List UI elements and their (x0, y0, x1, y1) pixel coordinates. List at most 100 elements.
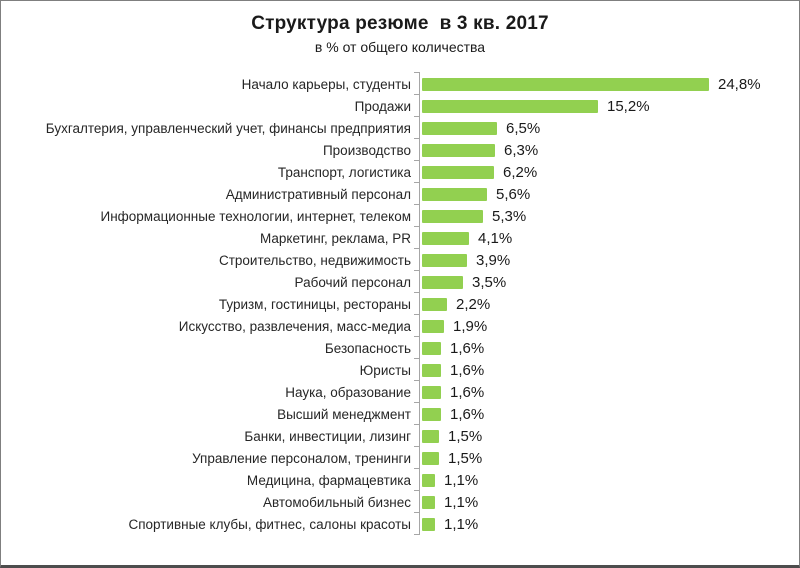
bar-row: Строительство, недвижимость 3,9% (1, 248, 799, 271)
value-label: 1,6% (450, 361, 485, 379)
bar (422, 319, 444, 333)
bar-track: 1,5% (414, 424, 799, 447)
bar-row: Высший менеджмент 1,6% (1, 402, 799, 425)
bar-row: Безопасность 1,6% (1, 336, 799, 359)
bar-track: 15,2% (414, 94, 799, 117)
value-label: 15,2% (607, 97, 650, 115)
bar (422, 275, 463, 289)
bar (422, 165, 494, 179)
bar-row: Информационные технологии, интернет, тел… (1, 204, 799, 227)
bar-row: Транспорт, логистика 6,2% (1, 160, 799, 183)
value-label: 6,5% (506, 119, 541, 137)
bar-track: 3,5% (414, 270, 799, 293)
bar-track: 5,3% (414, 204, 799, 227)
category-label: Безопасность (324, 340, 411, 356)
category-label: Продажи (354, 98, 411, 114)
bar-chart-plot-area: Начало карьеры, студенты 24,8% Продажи 1… (1, 72, 799, 535)
bar (422, 209, 483, 223)
value-label: 1,9% (453, 317, 488, 335)
bar (422, 407, 441, 421)
bar-row: Управление персоналом, тренинги 1,5% (1, 446, 799, 469)
value-label: 1,6% (450, 339, 485, 357)
category-label: Производство (322, 142, 411, 158)
bar-row: Юристы 1,6% (1, 358, 799, 381)
bar-track: 6,2% (414, 160, 799, 183)
bar (422, 429, 439, 443)
value-label: 2,2% (456, 295, 491, 313)
category-label: Наука, образование (285, 384, 411, 400)
value-label: 3,9% (476, 251, 511, 269)
bar-row: Продажи 15,2% (1, 94, 799, 117)
category-label: Информационные технологии, интернет, тел… (100, 208, 412, 224)
bar-row: Искусство, развлечения, масс-медиа 1,9% (1, 314, 799, 337)
bar-track: 6,3% (414, 138, 799, 161)
category-label: Автомобильный бизнес (262, 494, 411, 510)
bar-row: Бухгалтерия, управленческий учет, финанс… (1, 116, 799, 139)
value-label: 1,5% (448, 427, 483, 445)
value-label: 3,5% (472, 273, 507, 291)
bar (422, 473, 435, 487)
bar-track: 1,5% (414, 446, 799, 469)
value-label: 5,3% (492, 207, 527, 225)
category-label: Медицина, фармацевтика (246, 472, 411, 488)
bar-track: 5,6% (414, 182, 799, 205)
value-label: 5,6% (496, 185, 531, 203)
chart-title: Структура резюме в 3 кв. 2017 (251, 13, 549, 34)
bar-track: 1,1% (414, 512, 799, 535)
bar (422, 143, 495, 157)
value-label: 1,6% (450, 383, 485, 401)
category-label: Строительство, недвижимость (218, 252, 411, 268)
chart-subtitle: в % от общего количества (314, 39, 486, 55)
bar-track: 1,1% (414, 468, 799, 491)
bar-track: 4,1% (414, 226, 799, 249)
bar-row: Спортивные клубы, фитнес, салоны красоты… (1, 512, 799, 535)
bar (422, 253, 467, 267)
bar (422, 231, 469, 245)
category-label: Спортивные клубы, фитнес, салоны красоты (128, 516, 411, 532)
bar-track: 24,8% (414, 72, 799, 95)
category-label: Бухгалтерия, управленческий учет, финанс… (45, 120, 411, 136)
bar-row: Автомобильный бизнес 1,1% (1, 490, 799, 513)
value-label: 6,3% (504, 141, 539, 159)
category-label: Начало карьеры, студенты (241, 76, 411, 92)
category-label: Административный персонал (225, 186, 411, 202)
category-label: Транспорт, логистика (277, 164, 411, 180)
bar (422, 517, 435, 531)
category-label: Рабочий персонал (294, 274, 411, 290)
bar-row: Медицина, фармацевтика 1,1% (1, 468, 799, 491)
bar (422, 385, 441, 399)
value-label: 1,1% (444, 493, 479, 511)
value-label: 24,8% (718, 75, 761, 93)
bar-track: 1,1% (414, 490, 799, 513)
bar-track: 1,6% (414, 358, 799, 381)
category-label: Высший менеджмент (277, 406, 411, 422)
category-label: Банки, инвестиции, лизинг (244, 428, 411, 444)
value-label: 1,5% (448, 449, 483, 467)
bar-track: 1,6% (414, 336, 799, 359)
bar-track: 1,9% (414, 314, 799, 337)
bar-row: Наука, образование 1,6% (1, 380, 799, 403)
bar (422, 363, 441, 377)
bar (422, 495, 435, 509)
bar-row: Рабочий персонал 3,5% (1, 270, 799, 293)
value-label: 1,1% (444, 515, 479, 533)
bar-track: 3,9% (414, 248, 799, 271)
bar-row: Производство 6,3% (1, 138, 799, 161)
bar-row: Туризм, гостиницы, рестораны 2,2% (1, 292, 799, 315)
bar-track: 1,6% (414, 380, 799, 403)
category-label: Туризм, гостиницы, рестораны (218, 296, 411, 312)
category-label: Маркетинг, реклама, PR (260, 230, 411, 246)
bar-row: Банки, инвестиции, лизинг 1,5% (1, 424, 799, 447)
bar-track: 1,6% (414, 402, 799, 425)
category-label: Управление персоналом, тренинги (192, 450, 411, 466)
value-label: 4,1% (478, 229, 513, 247)
value-label: 6,2% (503, 163, 538, 181)
bar (422, 77, 709, 91)
bar (422, 341, 441, 355)
bar (422, 121, 497, 135)
bar (422, 451, 439, 465)
value-label: 1,6% (450, 405, 485, 423)
bar (422, 187, 487, 201)
bar (422, 297, 447, 311)
